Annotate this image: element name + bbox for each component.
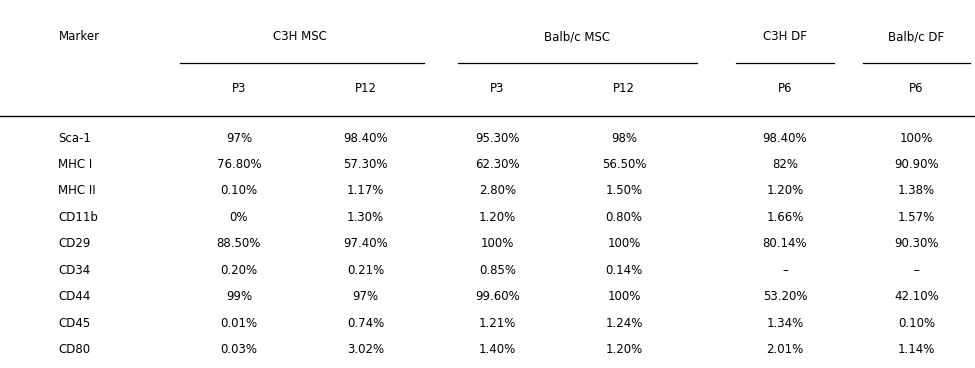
Text: 100%: 100%: [481, 237, 514, 251]
Text: 99.60%: 99.60%: [475, 290, 520, 304]
Text: 97%: 97%: [353, 290, 378, 304]
Text: 80.14%: 80.14%: [762, 237, 807, 251]
Text: MHC I: MHC I: [58, 158, 93, 171]
Text: 76.80%: 76.80%: [216, 158, 261, 171]
Text: 95.30%: 95.30%: [475, 131, 520, 145]
Text: –: –: [782, 264, 788, 277]
Text: 0%: 0%: [230, 211, 248, 224]
Text: 98%: 98%: [611, 131, 637, 145]
Text: 2.80%: 2.80%: [479, 184, 516, 198]
Text: 1.24%: 1.24%: [605, 317, 643, 330]
Text: 88.50%: 88.50%: [216, 237, 261, 251]
Text: 1.20%: 1.20%: [766, 184, 803, 198]
Text: 56.50%: 56.50%: [602, 158, 646, 171]
Text: C3H MSC: C3H MSC: [273, 30, 328, 43]
Text: 0.14%: 0.14%: [605, 264, 643, 277]
Text: 1.40%: 1.40%: [479, 343, 516, 357]
Text: P3: P3: [490, 82, 504, 95]
Text: 82%: 82%: [772, 158, 798, 171]
Text: 0.80%: 0.80%: [605, 211, 643, 224]
Text: CD80: CD80: [58, 343, 91, 357]
Text: CD29: CD29: [58, 237, 91, 251]
Text: 0.10%: 0.10%: [220, 184, 257, 198]
Text: P12: P12: [613, 82, 635, 95]
Text: P6: P6: [910, 82, 923, 95]
Text: 1.57%: 1.57%: [898, 211, 935, 224]
Text: 3.02%: 3.02%: [347, 343, 384, 357]
Text: P6: P6: [778, 82, 792, 95]
Text: CD45: CD45: [58, 317, 91, 330]
Text: 1.30%: 1.30%: [347, 211, 384, 224]
Text: CD44: CD44: [58, 290, 91, 304]
Text: 62.30%: 62.30%: [475, 158, 520, 171]
Text: MHC II: MHC II: [58, 184, 97, 198]
Text: P12: P12: [355, 82, 376, 95]
Text: Sca-1: Sca-1: [58, 131, 92, 145]
Text: Balb/c MSC: Balb/c MSC: [544, 30, 610, 43]
Text: 1.20%: 1.20%: [605, 343, 643, 357]
Text: 100%: 100%: [900, 131, 933, 145]
Text: 90.90%: 90.90%: [894, 158, 939, 171]
Text: 57.30%: 57.30%: [343, 158, 388, 171]
Text: CD34: CD34: [58, 264, 91, 277]
Text: CD11b: CD11b: [58, 211, 98, 224]
Text: 0.85%: 0.85%: [479, 264, 516, 277]
Text: Marker: Marker: [58, 30, 99, 43]
Text: 42.10%: 42.10%: [894, 290, 939, 304]
Text: 1.66%: 1.66%: [766, 211, 803, 224]
Text: 98.40%: 98.40%: [343, 131, 388, 145]
Text: 0.03%: 0.03%: [220, 343, 257, 357]
Text: 53.20%: 53.20%: [762, 290, 807, 304]
Text: C3H DF: C3H DF: [762, 30, 807, 43]
Text: 0.21%: 0.21%: [347, 264, 384, 277]
Text: 1.38%: 1.38%: [898, 184, 935, 198]
Text: 2.01%: 2.01%: [766, 343, 803, 357]
Text: 97.40%: 97.40%: [343, 237, 388, 251]
Text: 100%: 100%: [607, 290, 641, 304]
Text: 1.17%: 1.17%: [347, 184, 384, 198]
Text: 98.40%: 98.40%: [762, 131, 807, 145]
Text: 1.14%: 1.14%: [898, 343, 935, 357]
Text: 99%: 99%: [226, 290, 252, 304]
Text: 1.50%: 1.50%: [605, 184, 643, 198]
Text: 1.34%: 1.34%: [766, 317, 803, 330]
Text: P3: P3: [232, 82, 246, 95]
Text: –: –: [914, 264, 919, 277]
Text: 0.01%: 0.01%: [220, 317, 257, 330]
Text: 0.20%: 0.20%: [220, 264, 257, 277]
Text: 90.30%: 90.30%: [894, 237, 939, 251]
Text: Balb/c DF: Balb/c DF: [888, 30, 945, 43]
Text: 97%: 97%: [226, 131, 252, 145]
Text: 1.21%: 1.21%: [479, 317, 516, 330]
Text: 0.10%: 0.10%: [898, 317, 935, 330]
Text: 0.74%: 0.74%: [347, 317, 384, 330]
Text: 100%: 100%: [607, 237, 641, 251]
Text: 1.20%: 1.20%: [479, 211, 516, 224]
